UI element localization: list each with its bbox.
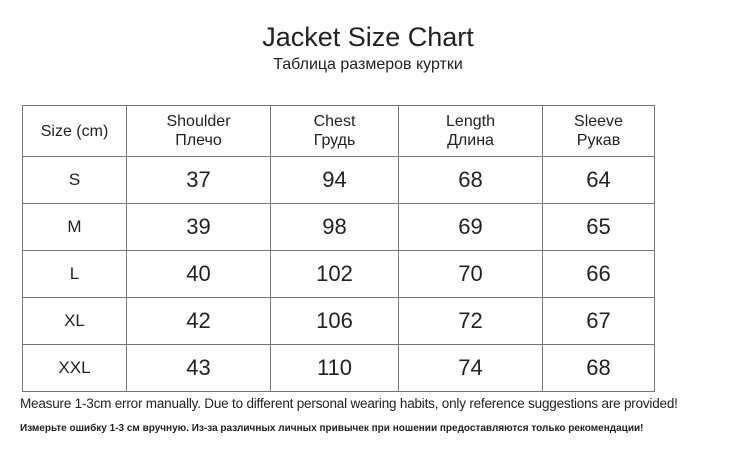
table-row: S 37 94 68 64 [22, 156, 655, 204]
header-en: Chest [313, 113, 356, 130]
note-english: Measure 1-3cm error manually. Due to dif… [20, 396, 678, 411]
column-header: Size (cm) [22, 105, 127, 157]
column-header: Shoulder Плечо [126, 105, 271, 157]
table-row: XL 42 106 72 67 [22, 297, 655, 345]
header-en: Length [446, 113, 495, 130]
value-cell: 43 [126, 344, 271, 392]
value-cell: 37 [126, 156, 271, 204]
table-row: M 39 98 69 65 [22, 203, 655, 251]
header-ru: Грудь [313, 132, 356, 149]
value-cell: 69 [398, 203, 543, 251]
table-row: L 40 102 70 66 [22, 250, 655, 298]
header-ru: Длина [447, 132, 494, 149]
column-header: Chest Грудь [270, 105, 399, 157]
note-russian: Измерьте ошибку 1-3 см вручную. Из-за ра… [20, 423, 644, 434]
column-header: Length Длина [398, 105, 543, 157]
header-en: Size (cm) [40, 122, 109, 140]
value-cell: 98 [270, 203, 399, 251]
page-title: Jacket Size Chart [262, 22, 474, 52]
value-cell: 40 [126, 250, 271, 298]
header-en: Sleeve [574, 113, 623, 130]
size-cell: XL [22, 297, 127, 345]
value-cell: 65 [542, 203, 655, 251]
value-cell: 68 [542, 344, 655, 392]
size-cell: S [22, 156, 127, 204]
table-row: XXL 43 110 74 68 [22, 344, 655, 392]
value-cell: 42 [126, 297, 271, 345]
value-cell: 94 [270, 156, 399, 204]
value-cell: 70 [398, 250, 543, 298]
size-table: Size (cm) Shoulder Плечо Chest Грудь Length Дл… [22, 105, 655, 392]
value-cell: 67 [542, 297, 655, 345]
value-cell: 39 [126, 203, 271, 251]
column-header: Sleeve Рукав [542, 105, 655, 157]
page-subtitle: Таблица размеров куртки [273, 56, 463, 73]
value-cell: 66 [542, 250, 655, 298]
value-cell: 72 [398, 297, 543, 345]
header-ru: Плечо [175, 132, 222, 149]
value-cell: 106 [270, 297, 399, 345]
size-cell: XXL [22, 344, 127, 392]
value-cell: 68 [398, 156, 543, 204]
value-cell: 64 [542, 156, 655, 204]
value-cell: 110 [270, 344, 399, 392]
value-cell: 102 [270, 250, 399, 298]
value-cell: 74 [398, 344, 543, 392]
size-cell: M [22, 203, 127, 251]
header-en: Shoulder [166, 113, 231, 130]
header-ru: Рукав [576, 132, 621, 149]
size-cell: L [22, 250, 127, 298]
